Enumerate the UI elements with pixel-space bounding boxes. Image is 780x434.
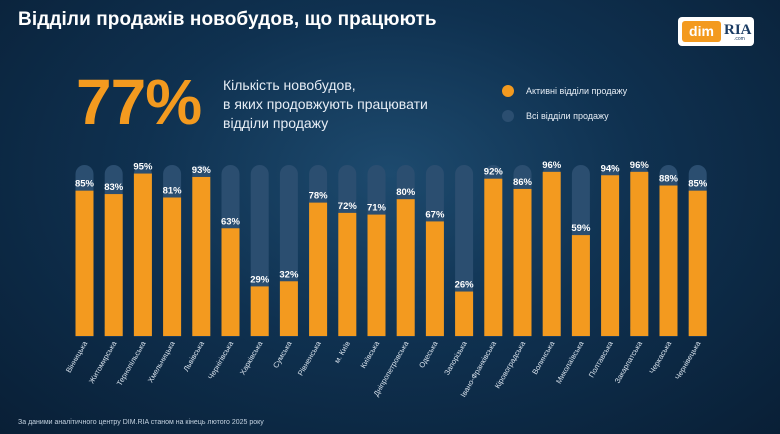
bar-value-label: 96%: [630, 160, 650, 171]
category-label: Харківська: [238, 339, 265, 377]
logo-ria-text: RIA: [724, 22, 752, 38]
summary-big-value: 77%: [76, 66, 202, 138]
bar-value-label: 71%: [367, 203, 387, 214]
bar-value-label: 72%: [338, 201, 358, 212]
bar-value-label: 86%: [513, 177, 533, 188]
bar-value-label: 67%: [425, 209, 445, 220]
bar-value-label: 63%: [221, 216, 241, 227]
bar-value-label: 85%: [688, 179, 708, 190]
category-label: Кіровоградська: [493, 339, 528, 390]
category-label: Хмельницька: [146, 339, 177, 385]
category-label: Чернівецька: [673, 339, 703, 381]
source-footnote: За даними аналітичного центру DIM.RIA ст…: [18, 419, 264, 426]
legend-label-all: Всі відділи продажу: [526, 111, 609, 121]
category-label: Чернігівська: [206, 339, 236, 381]
category-label: Миколаївська: [554, 339, 586, 385]
summary-line: в яких продовжують працювати: [223, 96, 428, 112]
category-label: Київська: [359, 339, 382, 370]
summary-description: Кількість новобудов, в яких продовжують …: [223, 76, 483, 133]
bar-active-sales: [367, 214, 386, 336]
bar-active-sales: [484, 178, 503, 336]
bar-value-label: 88%: [659, 174, 679, 185]
category-label: м. Київ: [332, 339, 352, 364]
bar-value-label: 78%: [309, 191, 329, 202]
summary-line: Кількість новобудов,: [223, 77, 356, 93]
bar-active-sales: [542, 171, 561, 336]
bar-value-label: 85%: [75, 179, 95, 190]
bar-active-sales: [221, 228, 240, 336]
bar-value-label: 32%: [279, 269, 299, 280]
logo-dim-text: dim: [682, 21, 721, 42]
bar-value-label: 83%: [104, 182, 124, 193]
category-label: Вінницька: [64, 339, 90, 374]
legend-swatch-active: [502, 85, 514, 97]
category-label: Рівненська: [296, 339, 323, 377]
category-label: Закарпатська: [613, 339, 645, 385]
bar-active-sales: [688, 190, 707, 336]
bar-value-label: 29%: [250, 274, 270, 285]
bar-active-sales: [133, 173, 152, 336]
bar-value-label: 95%: [133, 162, 153, 173]
bar-active-sales: [279, 281, 298, 336]
bar-active-sales: [338, 212, 357, 336]
bar-active-sales: [396, 199, 415, 336]
category-label: Черкаська: [647, 339, 673, 376]
legend-label-active: Активні відділи продажу: [526, 86, 628, 96]
logo-com-text: .com: [734, 36, 745, 42]
bar-active-sales: [425, 221, 444, 336]
dim-ria-logo[interactable]: dim RIA .com: [678, 17, 754, 46]
bar-active-sales: [309, 202, 328, 336]
category-label: Житомирська: [87, 339, 119, 385]
category-label: Тернопільська: [115, 339, 148, 388]
category-label: Запорізька: [442, 339, 469, 377]
bar-value-label: 26%: [455, 280, 475, 291]
bar-value-label: 96%: [542, 160, 562, 171]
page-title: Відділи продажів новобудов, що працюють: [18, 9, 437, 30]
bar-active-sales: [571, 235, 590, 336]
bar-active-sales: [75, 190, 94, 336]
bar-value-label: 80%: [396, 187, 416, 198]
category-label: Львівська: [181, 339, 206, 373]
category-label: Полтавська: [587, 339, 615, 379]
category-label: Одеська: [417, 339, 440, 370]
summary-line: відділи продажу: [223, 115, 329, 131]
bar-active-sales: [659, 185, 678, 336]
bar-active-sales: [601, 175, 620, 336]
bar-active-sales: [104, 194, 123, 336]
bar-value-label: 94%: [601, 163, 621, 174]
bar-active-sales: [455, 291, 474, 336]
bar-active-sales: [163, 197, 182, 336]
bar-value-label: 81%: [163, 185, 183, 196]
bar-value-label: 93%: [192, 165, 212, 176]
bar-value-label: 92%: [484, 167, 504, 178]
bar-active-sales: [630, 171, 649, 336]
bar-active-sales: [513, 188, 532, 336]
bar-active-sales: [192, 176, 211, 336]
bar-active-sales: [250, 286, 269, 336]
bar-value-label: 59%: [571, 223, 591, 234]
category-label: Волинська: [530, 339, 557, 376]
category-label: Сумська: [271, 339, 294, 370]
legend-swatch-all: [502, 110, 514, 122]
